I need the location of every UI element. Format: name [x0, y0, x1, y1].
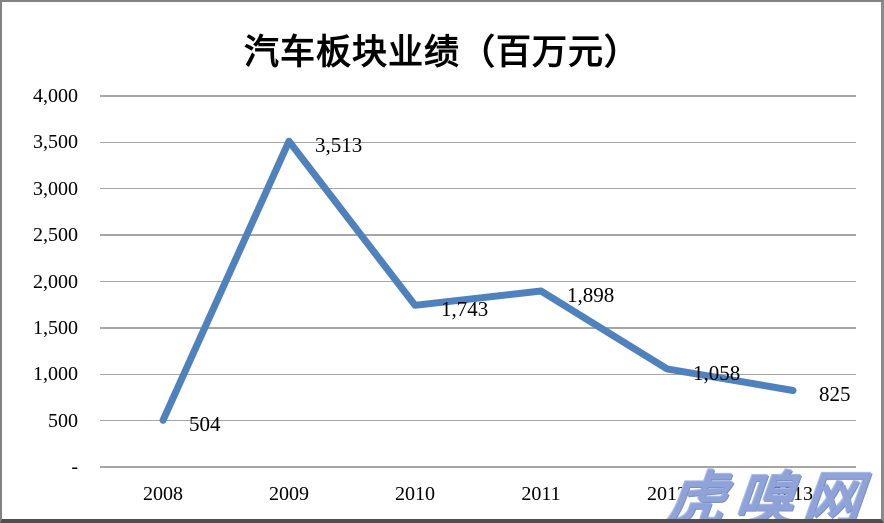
- chart-title: 汽车板块业绩（百万元）: [243, 33, 640, 72]
- y-axis-tick-label: 1,500: [33, 316, 78, 339]
- y-axis-tick-label: 500: [48, 409, 78, 432]
- x-axis-tick-label-2013: 2013: [773, 483, 813, 505]
- gridline-y-2500: [100, 234, 856, 236]
- gridline-y-0: [100, 466, 856, 468]
- x-axis-tick-label-2009: 2009: [269, 483, 309, 505]
- huxiu-watermark: 虎嗅网: [664, 467, 875, 523]
- gridline-y-3000: [100, 188, 856, 190]
- x-axis-tick-label-2010: 2010: [395, 483, 435, 505]
- data-label-2011: 1,898: [567, 282, 615, 307]
- x-axis-tick-label-2008: 2008: [143, 483, 183, 505]
- y-axis-tick-label: 2,500: [33, 224, 78, 247]
- gridline-y-1500: [100, 327, 856, 329]
- gridline-y-500: [100, 419, 856, 422]
- y-axis-tick-label: 1,000: [33, 363, 78, 386]
- data-label-2012: 1,058: [693, 360, 741, 385]
- gridline-y-4000: [100, 95, 856, 97]
- series-line: [159, 137, 797, 424]
- x-axis-tick-label-2011: 2011: [521, 483, 561, 505]
- y-axis-tick-label: 4,000: [33, 85, 78, 107]
- y-axis-tick-label: 3,000: [33, 177, 78, 200]
- gridline-y-3500: [100, 141, 856, 144]
- y-axis-tick-label: -: [71, 456, 78, 478]
- gridline-y-2000: [100, 280, 856, 283]
- gridline-y-1000: [100, 373, 856, 375]
- y-axis-tick-label: 3,500: [33, 131, 78, 154]
- data-label-2009: 3,513: [315, 133, 363, 158]
- y-axis-tick-label: 2,000: [33, 270, 78, 293]
- data-label-2010: 1,743: [441, 297, 489, 322]
- data-label-2008: 504: [189, 412, 221, 437]
- data-label-2013: 825: [819, 382, 851, 407]
- x-axis-tick-label-2012: 2012: [647, 483, 687, 505]
